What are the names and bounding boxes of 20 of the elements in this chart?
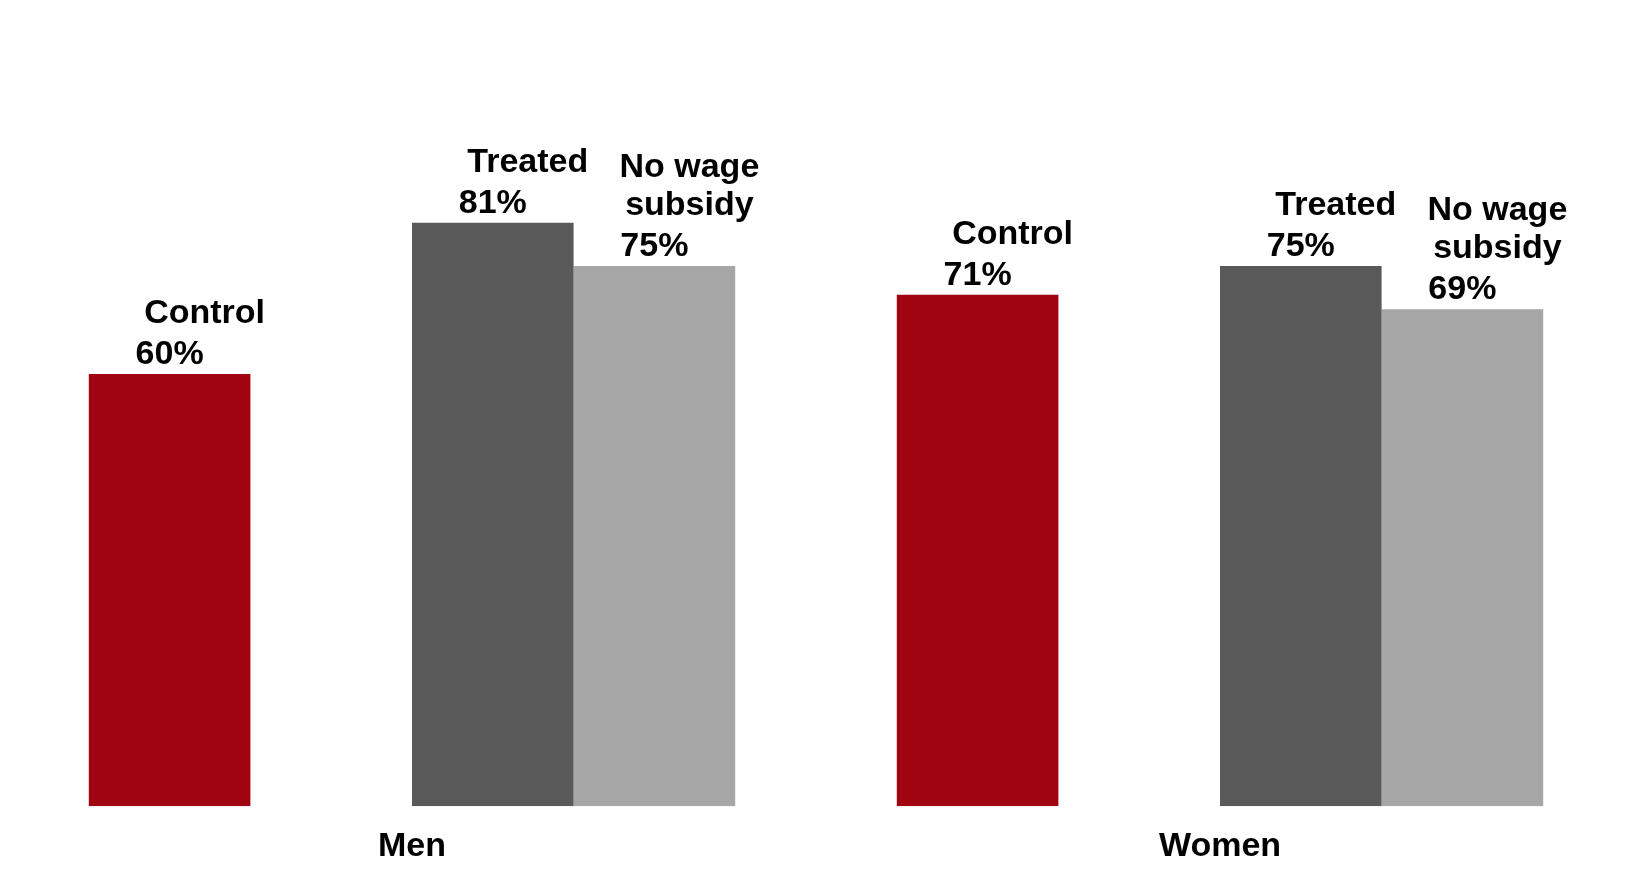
data-label: 71% <box>943 253 1012 292</box>
data-label: 75% <box>1266 225 1335 264</box>
bar <box>573 266 736 807</box>
data-label: 69% <box>1428 268 1497 307</box>
bar <box>1381 309 1544 807</box>
bar <box>1220 266 1382 807</box>
x-tick-label: Men <box>378 824 446 863</box>
x-tick-label: Women <box>1158 824 1282 863</box>
series-label: Treated <box>1274 184 1398 223</box>
series-label: Control <box>143 292 266 331</box>
bar <box>412 222 574 807</box>
text: No wage subsidy <box>1427 189 1568 266</box>
data-label: 60% <box>135 333 204 372</box>
data-label: 75% <box>620 225 689 264</box>
text: Control <box>952 212 1074 251</box>
data-label: 81% <box>458 181 527 220</box>
text: Treated <box>467 140 589 179</box>
series-label: No wage subsidy <box>618 146 761 223</box>
bar <box>88 374 251 807</box>
bar <box>896 294 1059 807</box>
